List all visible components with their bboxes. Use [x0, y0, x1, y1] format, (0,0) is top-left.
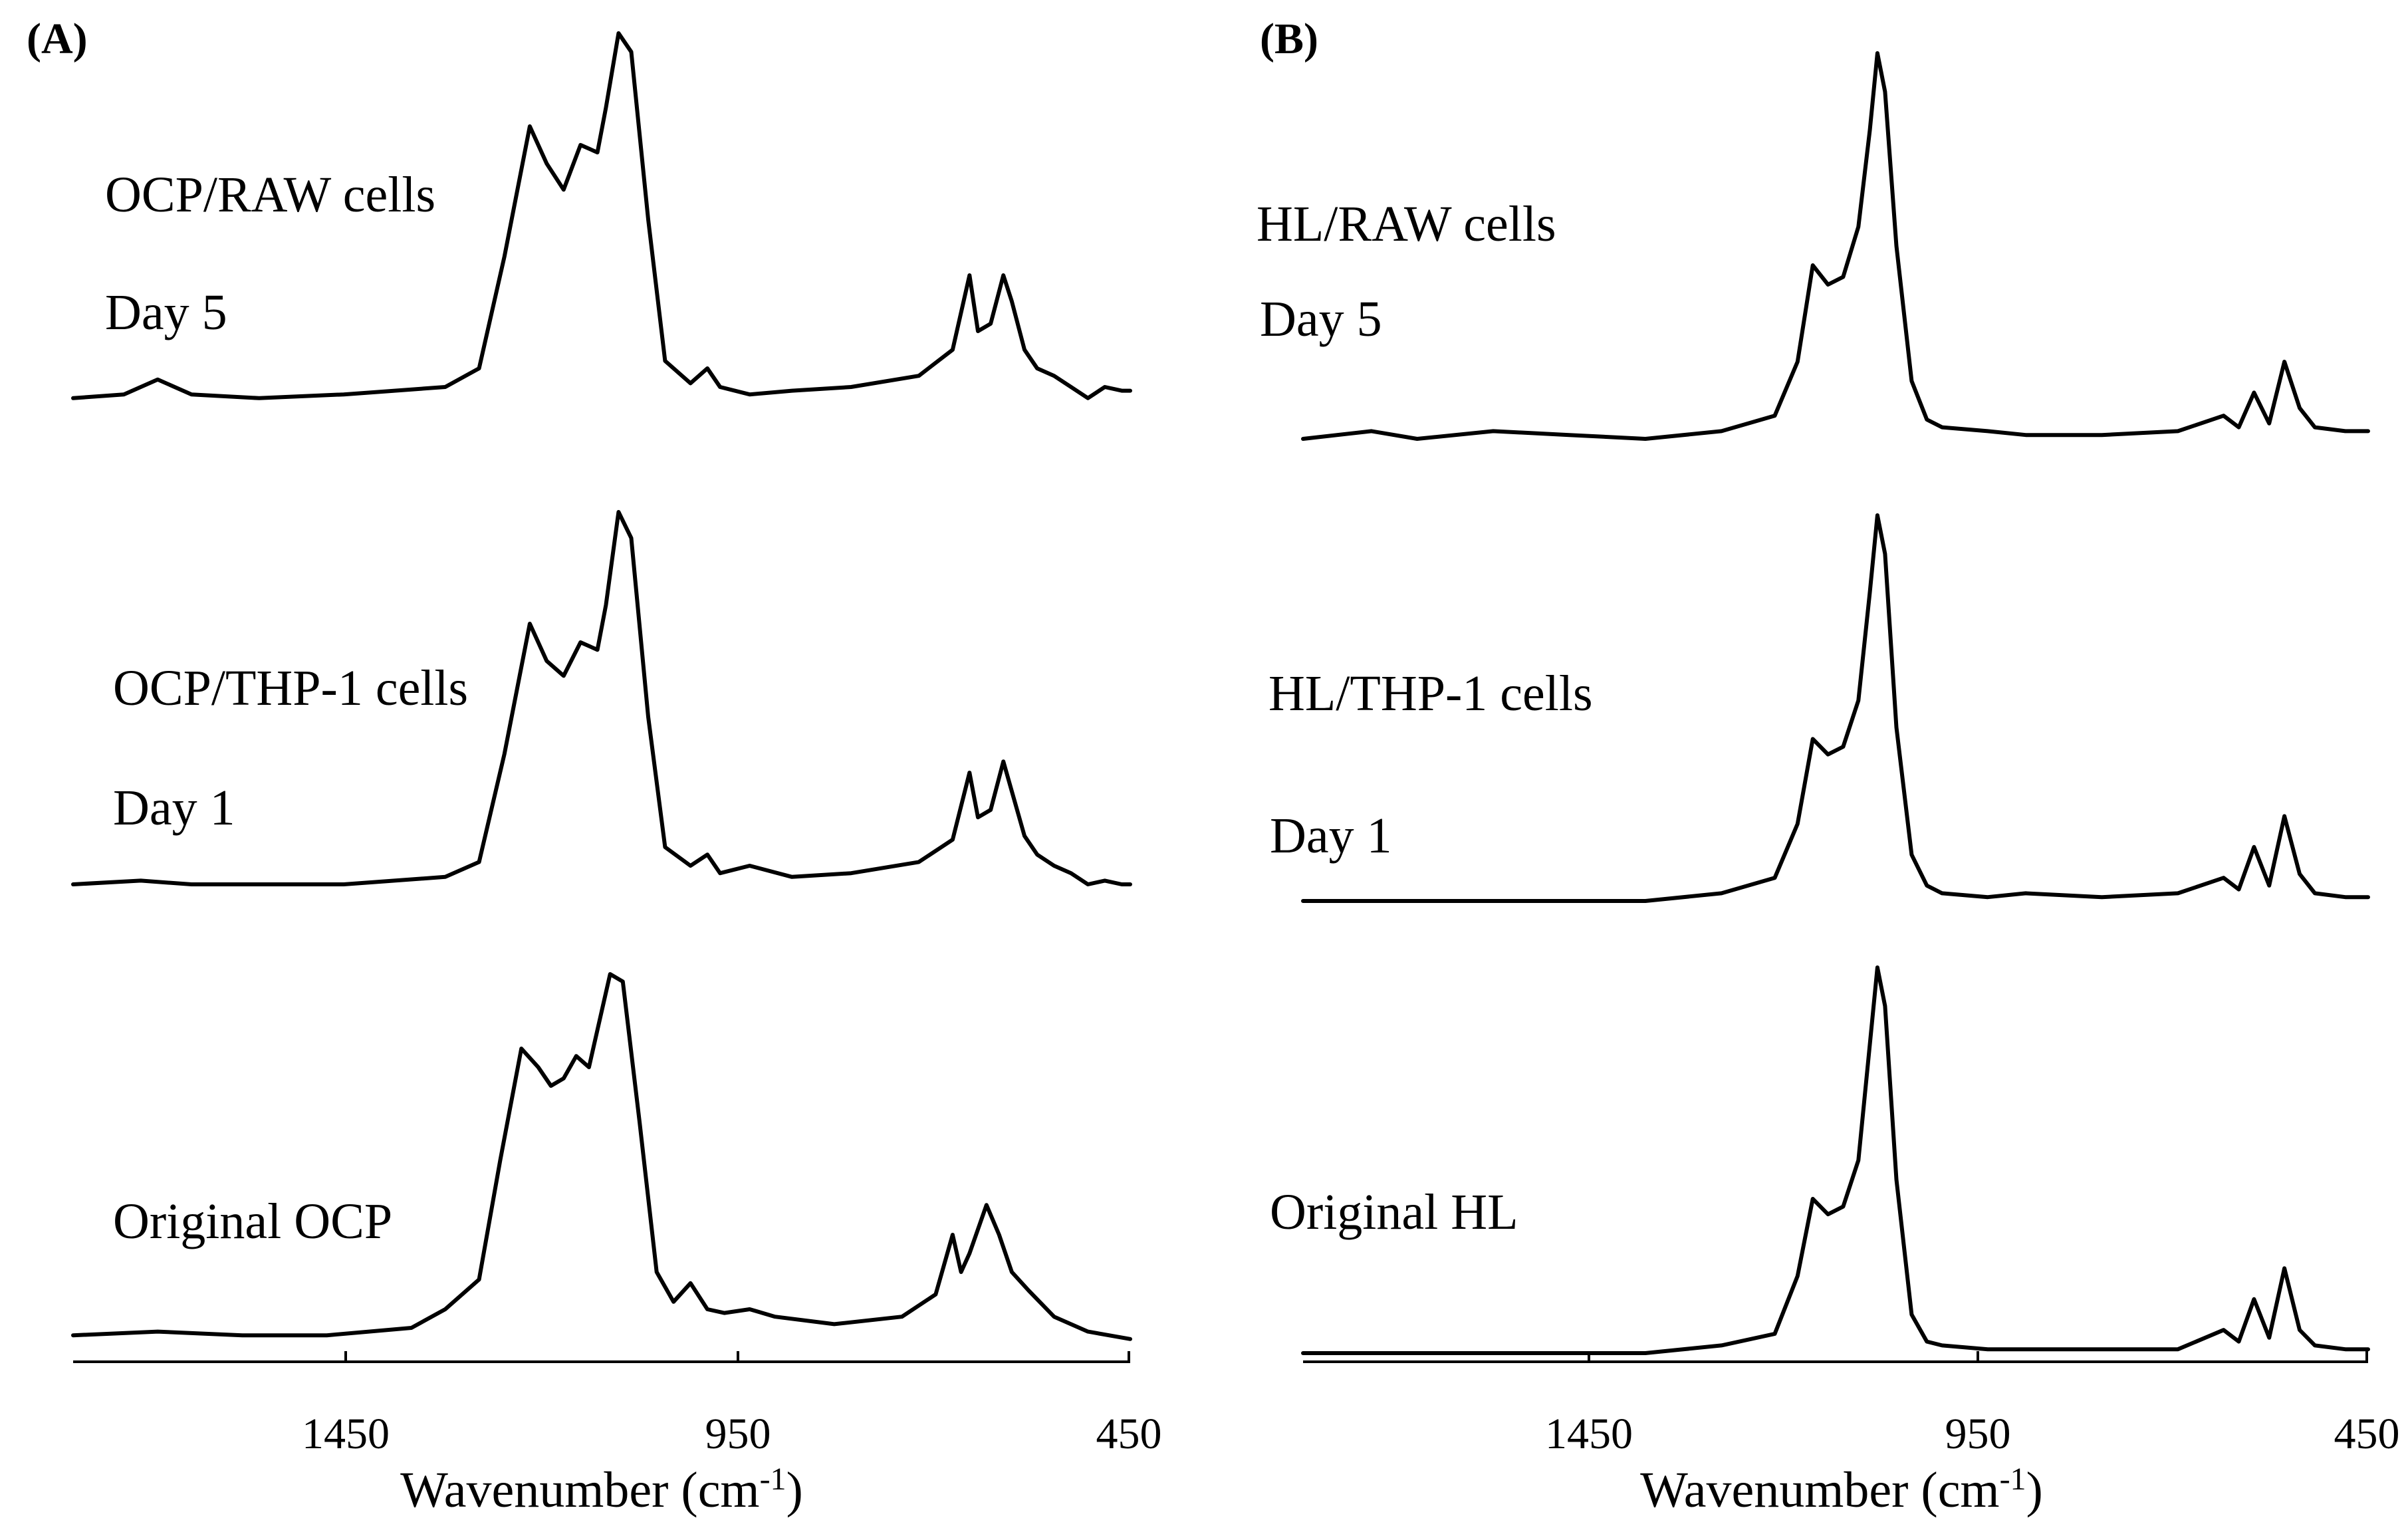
panel-b-x-tick-label-1450: 1450: [1545, 1410, 1633, 1458]
panel-a-spectrum-2-label: OCP/THP-1 cells: [113, 660, 468, 716]
panel-a-spectrum-2-sublabel: Day 1: [113, 780, 235, 836]
panel-a-spectrum-3: [71, 972, 1132, 1341]
panel-b-x-tick-label-950: 950: [1945, 1410, 2011, 1458]
panel-b-spectrum-2: [1301, 513, 2370, 903]
panel-b-spectrum-3-label: Original HL: [1270, 1184, 1518, 1240]
panel-b-spectrum-1-label: HL/RAW cells: [1257, 196, 1556, 252]
panel-a-spectrum-3-label: Original OCP: [113, 1194, 392, 1249]
panel-b-spectrum-2-label: HL/THP-1 cells: [1268, 666, 1593, 721]
panel-b-letter: (B): [1260, 15, 1318, 63]
panel-b-spectrum-3: [1301, 965, 2370, 1355]
panel-a-x-tick-label-950: 950: [705, 1410, 771, 1458]
panel-b-x-tick-label-450: 450: [2334, 1410, 2400, 1458]
panel-b-spectrum-1: [1301, 51, 2370, 441]
panel-a-x-axis-title: Wavenumber (cm-1): [400, 1462, 803, 1519]
panel-a-x-tick-label-1450: 1450: [302, 1410, 390, 1458]
panel-a-spectrum-1-sublabel: Day 5: [105, 285, 227, 340]
panel-b-x-axis-title: Wavenumber (cm-1): [1640, 1462, 2043, 1519]
panel-a-x-tick-label-450: 450: [1096, 1410, 1162, 1458]
panel-a-spectrum-1-label: OCP/RAW cells: [105, 167, 435, 223]
panel-b-spectrum-1-sublabel: Day 5: [1260, 291, 1382, 347]
panel-a-letter: (A): [27, 15, 88, 63]
panel-a-spectrum-2: [71, 510, 1132, 886]
panel-a: (A) OCP/RAW cells Day 5 OCP/THP-1 cells …: [27, 15, 1162, 1518]
panel-b-spectrum-2-sublabel: Day 1: [1270, 808, 1392, 864]
panel-a-spectrum-1: [71, 31, 1132, 400]
panel-b: (B) HL/RAW cells Day 5 HL/THP-1 cells Da…: [1257, 15, 2400, 1518]
